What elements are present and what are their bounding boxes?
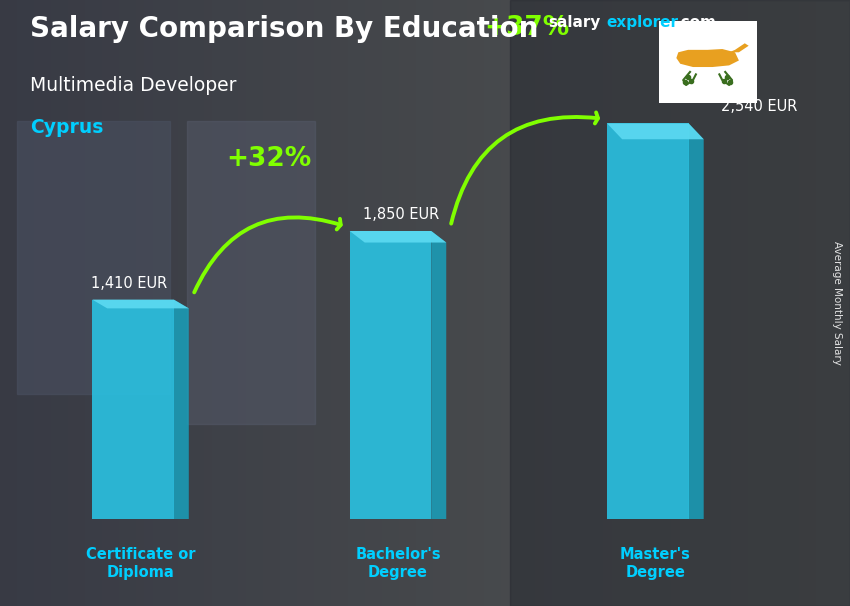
Text: +37%: +37%: [484, 15, 570, 41]
Text: Average Monthly Salary: Average Monthly Salary: [832, 241, 842, 365]
FancyBboxPatch shape: [93, 299, 173, 519]
Text: Certificate or
Diploma: Certificate or Diploma: [86, 547, 196, 580]
Polygon shape: [729, 43, 749, 52]
Text: Multimedia Developer: Multimedia Developer: [30, 76, 236, 95]
Polygon shape: [93, 299, 189, 308]
Polygon shape: [349, 231, 446, 242]
Polygon shape: [431, 231, 446, 519]
Text: .com: .com: [676, 15, 717, 30]
Bar: [17, 121, 170, 394]
Text: Cyprus: Cyprus: [30, 118, 103, 137]
Text: 1,850 EUR: 1,850 EUR: [363, 207, 439, 222]
Text: Master's
Degree: Master's Degree: [620, 547, 691, 580]
Text: Bachelor's
Degree: Bachelor's Degree: [355, 547, 441, 580]
Text: explorer: explorer: [606, 15, 678, 30]
Polygon shape: [607, 124, 704, 139]
Text: salary: salary: [548, 15, 601, 30]
Text: Salary Comparison By Education: Salary Comparison By Education: [30, 15, 538, 43]
Text: 2,540 EUR: 2,540 EUR: [721, 99, 797, 114]
Text: 1,410 EUR: 1,410 EUR: [91, 276, 167, 291]
Text: +32%: +32%: [227, 145, 312, 171]
Polygon shape: [677, 49, 739, 67]
FancyBboxPatch shape: [349, 231, 431, 519]
Polygon shape: [173, 299, 189, 519]
Bar: [187, 121, 314, 424]
Polygon shape: [688, 124, 704, 519]
FancyBboxPatch shape: [607, 124, 688, 519]
Bar: [510, 0, 850, 606]
